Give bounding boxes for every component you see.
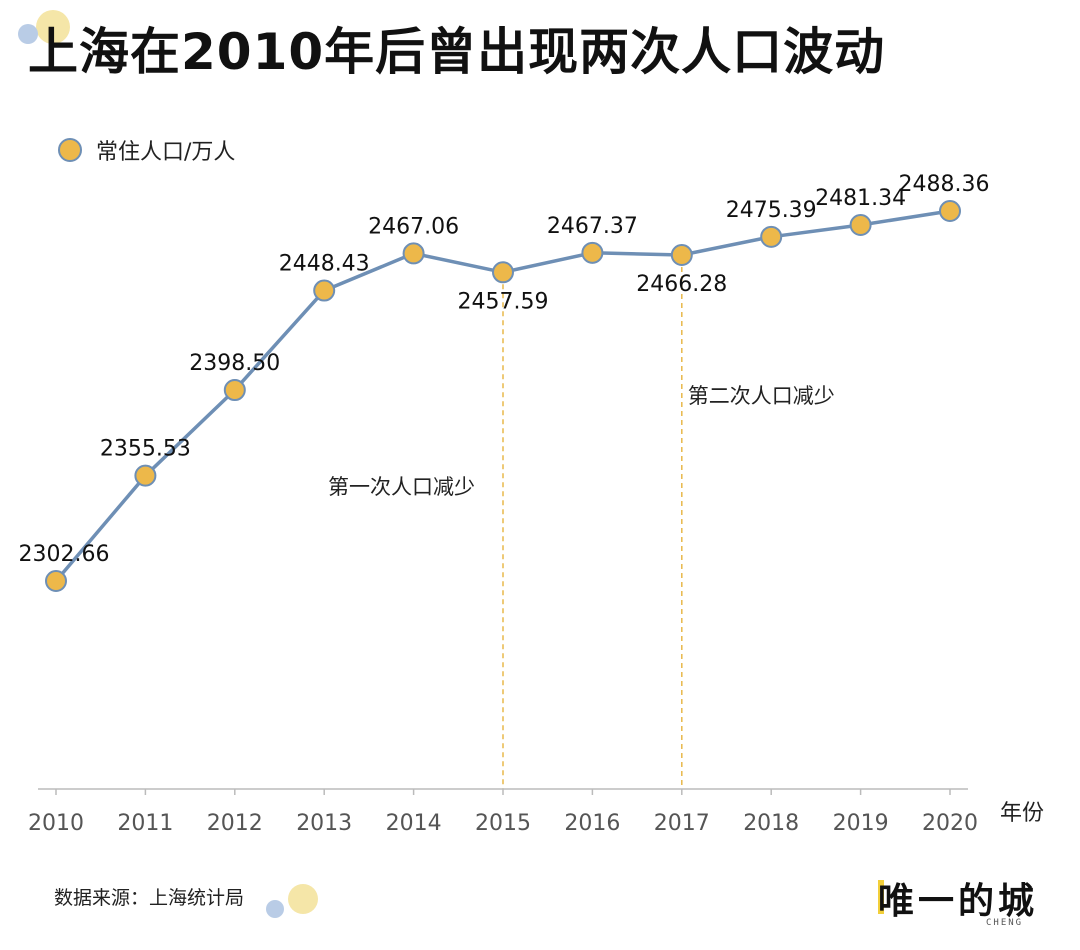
data-label-2017: 2466.28 <box>636 272 727 297</box>
data-labels: 2302.66 2355.53 2398.50 2448.43 2467.06 2457.… <box>19 172 990 567</box>
source-decor-yellow <box>288 884 318 914</box>
data-point-2015 <box>492 261 514 284</box>
data-label-2015: 2457.59 <box>458 289 549 314</box>
x-tick-label-2013: 2013 <box>296 811 352 836</box>
x-axis-title: 年份 <box>1000 801 1044 826</box>
data-point-2011 <box>134 464 157 487</box>
source-decor-blue <box>266 900 284 918</box>
data-label-2010: 2302.66 <box>19 542 110 567</box>
data-point-2014 <box>402 242 425 265</box>
data-point-2016 <box>581 241 604 264</box>
x-tick-label-2019: 2019 <box>833 811 889 836</box>
annotation-text-2015: 第一次人口减少 <box>328 475 475 499</box>
brand-logo: 唯一的城 <box>878 881 1039 922</box>
data-label-2019: 2481.34 <box>815 186 906 211</box>
chart-title: 上海在2010年后曾出现两次人口波动 <box>28 23 886 81</box>
x-tick-label-2018: 2018 <box>743 811 799 836</box>
data-point-2013 <box>313 279 336 302</box>
data-label-2018: 2475.39 <box>726 198 817 223</box>
decor-circle-yellow <box>36 10 70 44</box>
x-axis-ticks: 2010 2011 2012 2013 2014 2015 2016 2017 2018 2019… <box>28 789 978 836</box>
x-tick-label-2011: 2011 <box>117 811 173 836</box>
data-label-2014: 2467.06 <box>368 214 459 239</box>
data-point-2019 <box>849 213 872 236</box>
data-point-2017 <box>670 243 693 266</box>
data-points <box>45 199 961 592</box>
x-tick-label-2014: 2014 <box>386 811 442 836</box>
legend-label: 常住人口/万人 <box>96 140 236 165</box>
decor-circle-blue <box>18 24 38 44</box>
data-point-2020 <box>939 199 961 222</box>
data-label-2016: 2467.37 <box>547 214 638 239</box>
x-tick-label-2012: 2012 <box>207 811 263 836</box>
x-tick-label-2017: 2017 <box>654 811 710 836</box>
data-point-2012 <box>223 379 246 402</box>
brand-accent <box>878 880 884 914</box>
data-point-2018 <box>760 225 783 248</box>
annotation-text-2017: 第二次人口减少 <box>688 384 835 408</box>
data-label-2013: 2448.43 <box>279 252 370 277</box>
data-point-2010 <box>45 570 67 592</box>
x-tick-label-2016: 2016 <box>564 811 620 836</box>
legend: 常住人口/万人 <box>58 134 235 166</box>
data-label-2012: 2398.50 <box>189 351 280 376</box>
annotation-layer: 第一次人口减少 第二次人口减少 <box>328 266 835 789</box>
x-tick-label-2010: 2010 <box>28 811 84 836</box>
data-label-2020: 2488.36 <box>899 172 990 197</box>
source-note: 数据来源：上海统计局 <box>54 887 245 909</box>
x-tick-label-2020: 2020 <box>922 811 978 836</box>
x-tick-label-2015: 2015 <box>475 811 531 836</box>
legend-marker <box>58 138 82 162</box>
data-label-2011: 2355.53 <box>100 437 191 462</box>
brand-subtitle: CHENG <box>986 918 1024 928</box>
